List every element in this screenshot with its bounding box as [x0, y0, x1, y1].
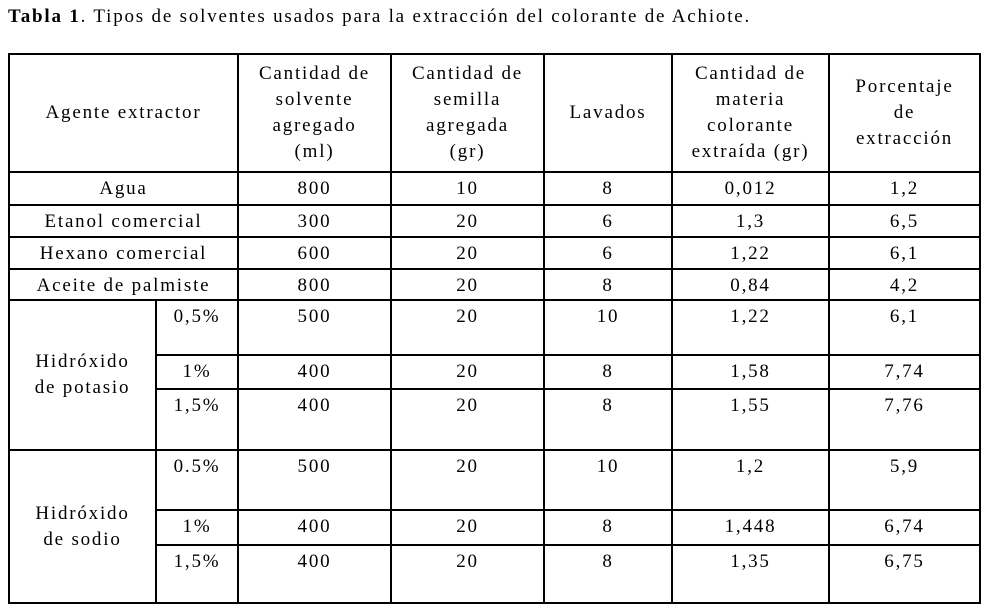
potasio-05-materia-cell: 1,22	[671, 299, 830, 356]
header-row: Agente extractor Cantidad de solvente ag…	[8, 53, 981, 173]
sodio-1-porcentaje-cell: 6,74	[828, 509, 981, 546]
sodio-1-solvente-cell: 400	[237, 509, 392, 546]
potasio-05-solvente-cell: 500	[237, 299, 392, 356]
sodio-15-semilla-cell: 20	[390, 544, 545, 604]
sodio-05-solvente-cell: 500	[237, 449, 392, 511]
header-materia-colorante: Cantidad de materia colorante extraída (…	[671, 53, 830, 173]
agua-materia-cell: 0,012	[671, 171, 830, 206]
etanol-materia-cell: 1,3	[671, 204, 830, 238]
table-caption: Tabla 1. Tipos de solventes usados para …	[8, 4, 980, 30]
sodio-15-porcentaje-cell: 6,75	[828, 544, 981, 604]
potasio-15-materia-cell: 1,55	[671, 388, 830, 451]
agua-lavados-cell: 8	[543, 171, 673, 206]
group-hidroxido-sodio-cell: Hidróxido de sodio	[8, 449, 157, 604]
solvents-table: Agente extractor Cantidad de solvente ag…	[8, 53, 981, 604]
sodio-15-lavados-cell: 8	[543, 544, 673, 604]
potasio-1-semilla-cell: 20	[390, 354, 545, 390]
potasio-15-lavados-cell: 8	[543, 388, 673, 451]
potasio-05-concentracion-cell: 0,5%	[155, 299, 239, 356]
agua-semilla-cell: 10	[390, 171, 545, 206]
agua-porcentaje-cell: 1,2	[828, 171, 981, 206]
row-potasio-05: Hidróxido de potasio 0,5% 500 20 10 1,22…	[8, 299, 981, 451]
caption-label: Tabla 1	[8, 6, 81, 27]
row-agua: Agua 800 10 8 0,012 1,2	[8, 171, 981, 206]
header-agente-extractor: Agente extractor	[8, 53, 239, 173]
potasio-15-semilla-cell: 20	[390, 388, 545, 451]
row-hexano: Hexano comercial 600 20 6 1,22 6,1	[8, 236, 981, 270]
sodio-1-lavados-cell: 8	[543, 509, 673, 546]
etanol-solvente-cell: 300	[237, 204, 392, 238]
palmiste-materia-cell: 0,84	[671, 268, 830, 301]
potasio-05-semilla-cell: 20	[390, 299, 545, 356]
sodio-1-concentracion-cell: 1%	[155, 509, 239, 546]
potasio-1-lavados-cell: 8	[543, 354, 673, 390]
row-sodio-05: Hidróxido de sodio 0.5% 500 20 10 1,2 5,…	[8, 449, 981, 604]
hexano-materia-cell: 1,22	[671, 236, 830, 270]
header-cantidad-solvente: Cantidad de solvente agregado (ml)	[237, 53, 392, 173]
potasio-1-materia-cell: 1,58	[671, 354, 830, 390]
sodio-05-lavados-cell: 10	[543, 449, 673, 511]
sodio-15-materia-cell: 1,35	[671, 544, 830, 604]
palmiste-solvente-cell: 800	[237, 268, 392, 301]
sodio-05-concentracion-cell: 0.5%	[155, 449, 239, 511]
caption-text: . Tipos de solventes usados para la extr…	[80, 6, 752, 27]
agua-solvente-cell: 800	[237, 171, 392, 206]
agua-agente-cell: Agua	[8, 171, 239, 206]
etanol-porcentaje-cell: 6,5	[828, 204, 981, 238]
palmiste-porcentaje-cell: 4,2	[828, 268, 981, 301]
potasio-15-concentracion-cell: 1,5%	[155, 388, 239, 451]
sodio-05-porcentaje-cell: 5,9	[828, 449, 981, 511]
row-sodio-15: 1,5% 400 20 8 1,35 6,75	[9, 544, 981, 604]
group-hidroxido-potasio-cell: Hidróxido de potasio	[8, 299, 157, 451]
sodio-1-materia-cell: 1,448	[671, 509, 830, 546]
hexano-semilla-cell: 20	[390, 236, 545, 270]
potasio-05-lavados-cell: 10	[543, 299, 673, 356]
header-lavados: Lavados	[543, 53, 673, 173]
sodio-15-concentracion-cell: 1,5%	[155, 544, 239, 604]
potasio-1-solvente-cell: 400	[237, 354, 392, 390]
palmiste-semilla-cell: 20	[390, 268, 545, 301]
potasio-05-porcentaje-cell: 6,1	[828, 299, 981, 356]
palmiste-agente-cell: Aceite de palmiste	[8, 268, 239, 301]
header-cantidad-semilla: Cantidad de semilla agregada (gr)	[390, 53, 545, 173]
hexano-agente-cell: Hexano comercial	[8, 236, 239, 270]
hexano-solvente-cell: 600	[237, 236, 392, 270]
row-etanol: Etanol comercial 300 20 6 1,3 6,5	[8, 204, 981, 238]
potasio-1-porcentaje-cell: 7,74	[828, 354, 981, 390]
potasio-1-concentracion-cell: 1%	[155, 354, 239, 390]
potasio-15-porcentaje-cell: 7,76	[828, 388, 981, 451]
sodio-05-materia-cell: 1,2	[671, 449, 830, 511]
row-sodio-1: 1% 400 20 8 1,448 6,74	[9, 509, 981, 546]
row-palmiste: Aceite de palmiste 800 20 8 0,84 4,2	[8, 268, 981, 301]
etanol-agente-cell: Etanol comercial	[8, 204, 239, 238]
potasio-15-solvente-cell: 400	[237, 388, 392, 451]
row-potasio-1: 1% 400 20 8 1,58 7,74	[9, 354, 981, 390]
etanol-lavados-cell: 6	[543, 204, 673, 238]
sodio-05-semilla-cell: 20	[390, 449, 545, 511]
etanol-semilla-cell: 20	[390, 204, 545, 238]
sodio-1-semilla-cell: 20	[390, 509, 545, 546]
palmiste-lavados-cell: 8	[543, 268, 673, 301]
hexano-porcentaje-cell: 6,1	[828, 236, 981, 270]
sodio-15-solvente-cell: 400	[237, 544, 392, 604]
hexano-lavados-cell: 6	[543, 236, 673, 270]
row-potasio-15: 1,5% 400 20 8 1,55 7,76	[9, 388, 981, 451]
header-porcentaje-extraccion: Porcentaje de extracción	[828, 53, 981, 173]
